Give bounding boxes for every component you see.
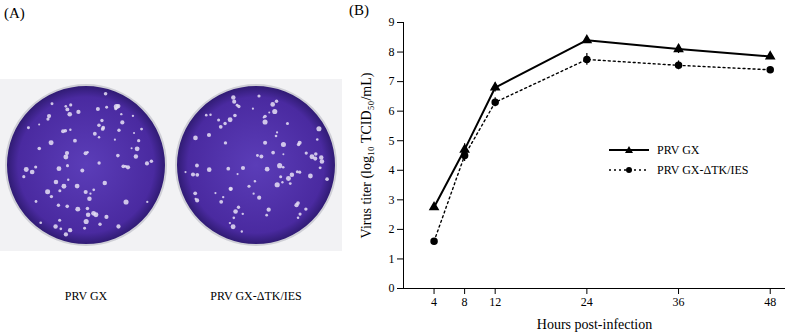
svg-text:6: 6 bbox=[389, 104, 395, 118]
html-text:(B): (B) bbox=[349, 2, 369, 18]
svg-text:3: 3 bbox=[389, 193, 395, 207]
svg-text:1: 1 bbox=[389, 252, 395, 266]
svg-text:8: 8 bbox=[462, 295, 468, 309]
svg-text:0: 0 bbox=[389, 281, 395, 295]
html-text:PRV GX-ΔTK/IES: PRV GX-ΔTK/IES bbox=[657, 163, 749, 177]
svg-text:12: 12 bbox=[489, 295, 501, 309]
svg-text:4: 4 bbox=[389, 163, 395, 177]
svg-text:2: 2 bbox=[389, 222, 395, 236]
svg-text:48: 48 bbox=[764, 295, 776, 309]
html-text:PRV GX: PRV GX bbox=[657, 143, 700, 157]
svg-text:8: 8 bbox=[389, 45, 395, 59]
svg-text:36: 36 bbox=[673, 295, 685, 309]
svg-text:(A): (A) bbox=[4, 5, 25, 22]
svg-text:PRV GX: PRV GX bbox=[65, 289, 108, 303]
svg-text:9: 9 bbox=[389, 15, 395, 29]
svg-text:PRV GX-ΔTK/IES: PRV GX-ΔTK/IES bbox=[210, 289, 302, 303]
svg-text:4: 4 bbox=[431, 295, 437, 309]
svg-text:5: 5 bbox=[389, 134, 395, 148]
svg-text:Hours post-infection: Hours post-infection bbox=[537, 317, 652, 332]
svg-text:Virus titer (log₁₀ TCID₅₀/mL): Virus titer (log₁₀ TCID₅₀/mL) bbox=[359, 72, 375, 238]
svg-text:24: 24 bbox=[581, 295, 593, 309]
svg-text:7: 7 bbox=[389, 74, 395, 88]
